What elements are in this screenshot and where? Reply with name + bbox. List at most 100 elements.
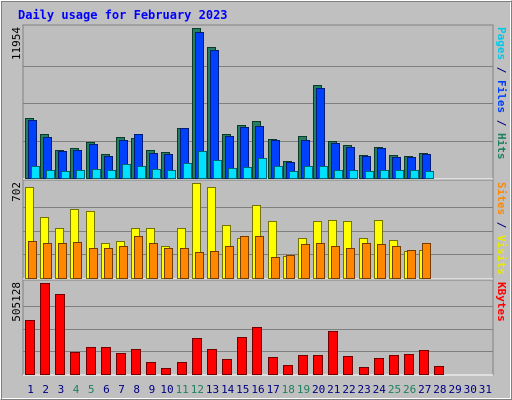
x-tick-label: 14 bbox=[221, 383, 235, 396]
bar-pages-day-15 bbox=[243, 167, 252, 179]
legend-label: / bbox=[495, 113, 508, 133]
x-tick-label: 31 bbox=[479, 383, 492, 396]
bar-pages-day-12 bbox=[198, 151, 207, 179]
bar-pages-day-8 bbox=[137, 166, 146, 179]
bar-sites-day-17 bbox=[271, 257, 280, 279]
bar-sites-day-12 bbox=[195, 252, 204, 279]
bar-pages-day-3 bbox=[61, 171, 70, 179]
x-tick-label: 27 bbox=[418, 383, 431, 396]
bar-sites-day-1 bbox=[28, 241, 37, 279]
bar-sites-day-13 bbox=[210, 251, 219, 279]
bar-pages-day-14 bbox=[228, 168, 237, 179]
bar-pages-day-20 bbox=[319, 166, 328, 179]
bar-pages-day-27 bbox=[425, 171, 434, 179]
x-tick-label: 4 bbox=[73, 383, 80, 396]
legend-label: KBytes bbox=[495, 282, 508, 322]
bar-kbytes-day-18 bbox=[283, 365, 293, 375]
x-tick-label: 24 bbox=[373, 383, 387, 396]
bar-kbytes-day-1 bbox=[25, 320, 35, 375]
x-tick-label: 8 bbox=[133, 383, 140, 396]
bar-sites-day-2 bbox=[43, 243, 52, 279]
bar-sites-day-23 bbox=[362, 243, 371, 279]
bar-pages-day-24 bbox=[380, 170, 389, 179]
bar-kbytes-day-25 bbox=[389, 355, 399, 375]
panel-kbytes-ymax-label: 505128 bbox=[10, 282, 23, 322]
bar-files-day-20 bbox=[316, 88, 325, 179]
bar-kbytes-day-2 bbox=[40, 283, 50, 375]
bar-sites-day-19 bbox=[301, 244, 310, 279]
bar-kbytes-day-23 bbox=[359, 367, 369, 375]
bar-pages-day-5 bbox=[92, 169, 101, 179]
bar-pages-day-19 bbox=[304, 166, 313, 179]
bar-sites-day-21 bbox=[331, 246, 340, 279]
x-tick-label: 19 bbox=[297, 383, 310, 396]
bar-pages-day-21 bbox=[334, 170, 343, 179]
x-tick-label: 9 bbox=[149, 383, 156, 396]
bar-kbytes-day-3 bbox=[55, 294, 65, 375]
legend-label: Hits bbox=[495, 133, 508, 160]
bar-pages-day-7 bbox=[122, 164, 131, 179]
legend-label: Files bbox=[495, 80, 508, 113]
bar-kbytes-day-20 bbox=[313, 355, 323, 375]
bar-pages-day-9 bbox=[152, 169, 161, 179]
bar-sites-day-9 bbox=[149, 243, 158, 279]
x-tick-labels: 1 2 3 4 5 6 7 8 9 10 11 12 13 14 15 16 17 18 19 20 21 22 23 24 2… bbox=[27, 383, 492, 396]
bar-kbytes-day-19 bbox=[298, 355, 308, 375]
legend-label: Visits bbox=[495, 235, 508, 275]
bar-kbytes-day-16 bbox=[252, 327, 262, 375]
bar-pages-day-6 bbox=[107, 170, 116, 179]
x-tick-label: 2 bbox=[42, 383, 49, 396]
bar-pages-day-13 bbox=[213, 160, 222, 179]
x-tick-label: 16 bbox=[251, 383, 264, 396]
bar-pages-day-4 bbox=[76, 170, 85, 179]
x-tick-label: 18 bbox=[282, 383, 295, 396]
bar-sites-day-15 bbox=[240, 236, 249, 279]
x-tick-label: 5 bbox=[88, 383, 95, 396]
panel-hits: 11954 Pages / Files / Hits bbox=[10, 24, 508, 180]
bar-pages-day-17 bbox=[274, 166, 283, 179]
panel-visits: 702 Sites / Visits bbox=[10, 179, 508, 280]
chart-title: Daily usage for February 2023 bbox=[18, 8, 228, 22]
legend-label: / bbox=[495, 215, 508, 235]
bar-sites-day-6 bbox=[104, 248, 113, 279]
panel-kbytes: 505128 KBytes bbox=[10, 279, 508, 376]
bar-pages-day-2 bbox=[46, 170, 55, 179]
bar-sites-day-18 bbox=[286, 255, 295, 279]
bar-pages-day-18 bbox=[289, 171, 298, 179]
bar-kbytes-day-27 bbox=[419, 350, 429, 375]
panel-visits-legend: Sites / Visits bbox=[495, 182, 508, 275]
bar-pages-day-1 bbox=[31, 166, 40, 179]
bar-pages-day-11 bbox=[183, 163, 192, 179]
x-tick-label: 15 bbox=[236, 383, 249, 396]
bar-kbytes-day-8 bbox=[131, 349, 141, 375]
legend-label: / bbox=[495, 60, 508, 80]
bar-pages-day-10 bbox=[167, 170, 176, 179]
panel-kbytes-legend: KBytes bbox=[495, 282, 508, 322]
x-tick-label: 17 bbox=[267, 383, 280, 396]
bar-pages-day-23 bbox=[365, 171, 374, 179]
bar-sites-day-20 bbox=[316, 243, 325, 279]
bar-sites-day-16 bbox=[255, 236, 264, 279]
bar-kbytes-day-7 bbox=[116, 353, 126, 375]
bar-kbytes-day-10 bbox=[161, 368, 171, 375]
bar-sites-day-26 bbox=[407, 250, 416, 279]
bar-pages-day-26 bbox=[410, 170, 419, 179]
bar-files-day-13 bbox=[210, 50, 219, 179]
x-tick-label: 11 bbox=[176, 383, 189, 396]
bar-pages-day-16 bbox=[258, 158, 267, 179]
x-tick-label: 3 bbox=[58, 383, 65, 396]
bar-kbytes-day-9 bbox=[146, 362, 156, 375]
bar-sites-day-3 bbox=[58, 243, 67, 279]
x-tick-label: 25 bbox=[388, 383, 401, 396]
x-tick-label: 26 bbox=[403, 383, 416, 396]
panel-visits-ymax-label: 702 bbox=[10, 182, 23, 202]
bar-pages-day-25 bbox=[395, 170, 404, 179]
bar-pages-day-22 bbox=[349, 170, 358, 179]
bar-kbytes-day-17 bbox=[268, 357, 278, 375]
bar-sites-day-27 bbox=[422, 243, 431, 279]
bar-kbytes-day-24 bbox=[374, 358, 384, 375]
bar-kbytes-day-22 bbox=[343, 356, 353, 375]
bar-kbytes-day-14 bbox=[222, 359, 232, 375]
bar-kbytes-day-15 bbox=[237, 337, 247, 375]
x-tick-label: 23 bbox=[357, 383, 370, 396]
